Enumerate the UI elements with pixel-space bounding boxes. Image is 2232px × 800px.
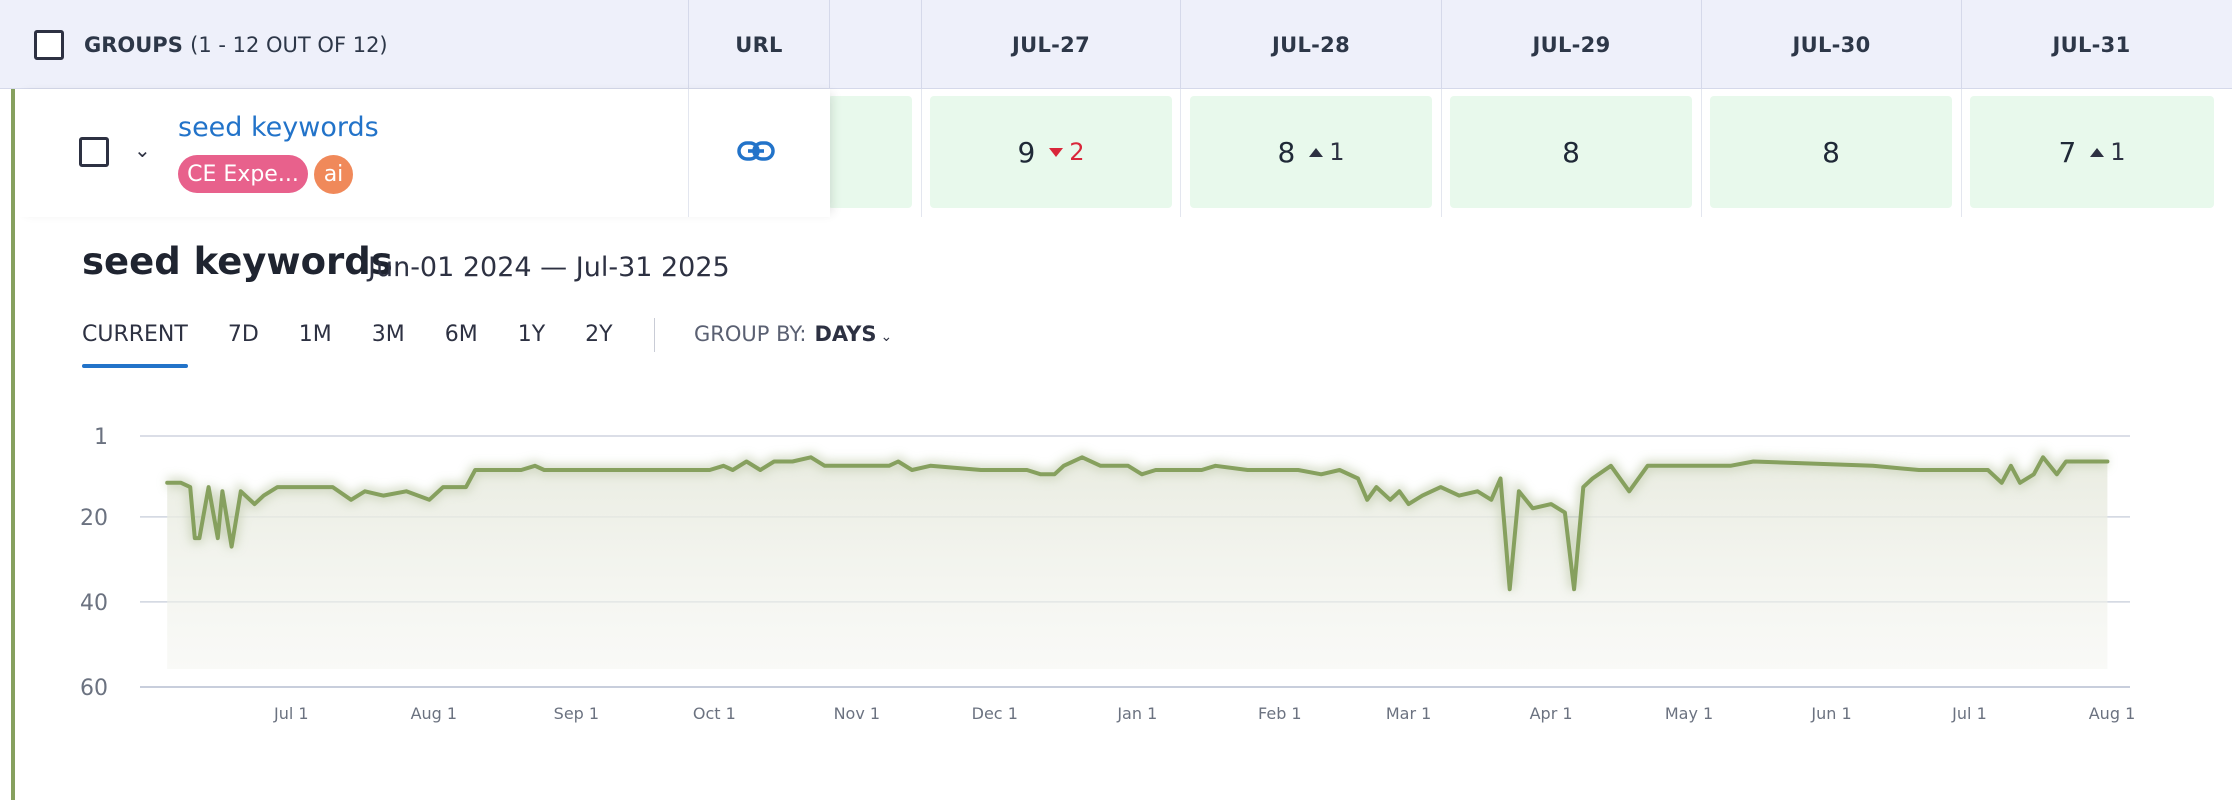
tag-badge[interactable]: ai	[314, 155, 353, 194]
date-column-header[interactable]: JUL-30	[1792, 32, 1871, 57]
tag-badge[interactable]: CE Expe...	[178, 155, 308, 193]
y-tick-label: 1	[94, 425, 108, 450]
x-tick-label: Sep 1	[554, 704, 599, 723]
rank-change: 2	[1049, 138, 1085, 166]
y-tick-label: 40	[80, 591, 108, 616]
group-indicator-bar	[11, 89, 15, 800]
tab-3m[interactable]: 3M	[371, 322, 405, 347]
rank-change: 1	[2090, 138, 2126, 166]
chevron-down-icon: ⌄	[880, 329, 893, 345]
tab-2y[interactable]: 2Y	[585, 322, 613, 347]
table-header: GROUPS (1 - 12 OUT OF 12) URL JUL-27 JUL…	[0, 0, 2232, 89]
rank-history-chart: 1 20 40 60 Jul 1 Aug 1 Sep 1 Oct 1 Nov 1 Dec 1 Jan…	[80, 425, 2136, 723]
date-column-header[interactable]: JUL-29	[1532, 32, 1611, 57]
y-tick-label: 20	[80, 506, 108, 531]
x-tick-label: Jul 1	[1951, 704, 1987, 723]
x-tick-label: May 1	[1665, 704, 1713, 723]
x-tick-label: Apr 1	[1530, 704, 1573, 723]
chevron-down-icon[interactable]: ⌄	[134, 138, 151, 162]
rank-cell[interactable]: 9 2	[930, 96, 1172, 208]
select-all-checkbox[interactable]	[34, 29, 64, 60]
date-column-header[interactable]: JUL-28	[1272, 32, 1350, 57]
url-column-header[interactable]: URL	[735, 32, 783, 57]
x-tick-label: Dec 1	[972, 704, 1018, 723]
tab-1y[interactable]: 1Y	[517, 322, 546, 347]
group-by-dropdown[interactable]: GROUP BY: DAYS ⌄	[694, 322, 893, 346]
x-tick-label: Aug 1	[2089, 704, 2136, 723]
rank-cell[interactable]: 7 1	[1970, 96, 2214, 208]
date-range[interactable]: Jun-01 2024 — Jul-31 2025	[368, 252, 730, 283]
row-checkbox[interactable]	[79, 137, 109, 167]
tab-7d[interactable]: 7D	[227, 322, 259, 347]
groups-title: GROUPS (1 - 12 OUT OF 12)	[84, 32, 388, 57]
date-column-header[interactable]: JUL-27	[1012, 32, 1090, 57]
x-tick-label: Jul 1	[273, 704, 309, 723]
date-column-header[interactable]: JUL-31	[2052, 32, 2131, 57]
rank-cell[interactable]: 8 1	[1190, 96, 1432, 208]
x-tick-label: Aug 1	[411, 704, 458, 723]
tab-current[interactable]: CURRENT	[82, 318, 188, 368]
link-icon[interactable]	[736, 136, 776, 170]
tab-6m[interactable]: 6M	[444, 322, 478, 347]
x-tick-label: Feb 1	[1258, 704, 1302, 723]
rank-change: 1	[1309, 138, 1345, 166]
series-line	[165, 455, 2110, 592]
rank-cell-partial[interactable]	[828, 96, 912, 208]
y-tick-label: 60	[80, 676, 108, 701]
period-tabs: CURRENT 7D 1M 3M 6M 1Y 2Y	[82, 318, 653, 368]
rank-cell[interactable]: 8	[1450, 96, 1692, 208]
group-name-link[interactable]: seed keywords	[178, 112, 379, 143]
rank-cell[interactable]: 8	[1710, 96, 1952, 208]
group-row-sticky	[15, 89, 830, 217]
x-tick-label: Mar 1	[1386, 704, 1431, 723]
panel-title: seed keywords	[82, 240, 393, 283]
series-area	[167, 457, 2108, 669]
x-tick-label: Jan 1	[1116, 704, 1157, 723]
tab-1m[interactable]: 1M	[298, 322, 332, 347]
x-tick-label: Jun 1	[1810, 704, 1851, 723]
x-tick-label: Nov 1	[834, 704, 881, 723]
groups-header: GROUPS (1 - 12 OUT OF 12)	[34, 0, 388, 89]
x-tick-label: Oct 1	[693, 704, 736, 723]
